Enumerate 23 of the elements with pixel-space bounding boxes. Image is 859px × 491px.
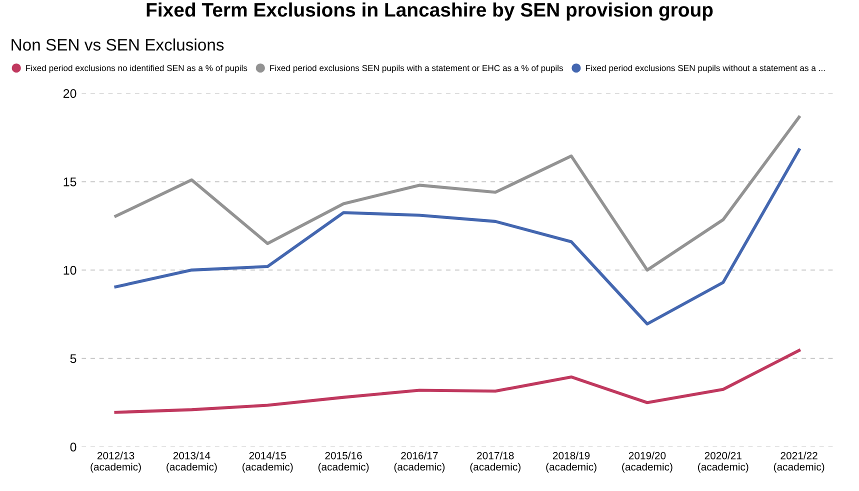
x-tick-label: 2017/18 (academic) (470, 452, 520, 473)
legend-label: Fixed period exclusions SEN pupils with a statement or EHC as a % of pupils (270, 64, 563, 73)
x-tick-label: 2014/15 (academic) (242, 452, 293, 473)
chart-subtitle: Non SEN vs SEN Exclusions (12, 38, 224, 51)
x-tick-label: 2012/13 (academic) (90, 452, 141, 473)
y-tick-label: 10 (64, 266, 76, 275)
x-tick-label: 2019/20 (academic) (622, 452, 672, 473)
x-tick-label: 2013/14 (academic) (166, 452, 217, 473)
y-tick-label: 15 (64, 178, 76, 186)
y-tick-label: 20 (63, 89, 76, 98)
x-tick-label: 2020/21 (academic) (698, 452, 748, 473)
line-series (114, 348, 801, 414)
line-series (114, 148, 801, 326)
y-tick-label: 5 (70, 354, 76, 364)
x-tick-label: 2016/17 (academic) (394, 452, 445, 473)
y-tick-label: 0 (70, 442, 76, 452)
x-tick-label: 2021/22 (academic) (774, 452, 824, 473)
line-series (114, 116, 801, 272)
legend-label: Fixed period exclusions no identified SEN as a % of pupils (26, 64, 248, 73)
chart-title: Fixed Term Exclusions in Lancashire by SEN provision group (146, 2, 713, 21)
legend-label: Fixed period exclusions SEN pupils without a statement as a ... (586, 64, 825, 73)
x-tick-label: 2015/16 (academic) (318, 452, 369, 473)
x-tick-label: 2018/19 (academic) (546, 452, 596, 473)
